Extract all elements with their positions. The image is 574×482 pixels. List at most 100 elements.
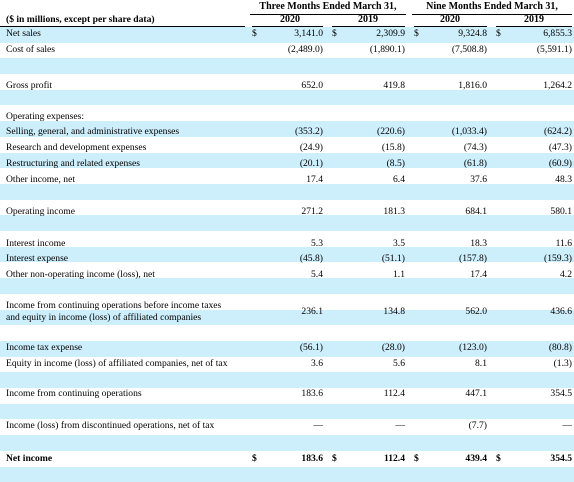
cell-value: (123.0) — [459, 342, 487, 353]
cell-value: (220.6) — [377, 126, 405, 137]
cell-value: 5.6 — [393, 358, 405, 369]
currency-sign: $ — [496, 28, 501, 39]
cell-value: (61.8) — [463, 158, 487, 169]
currency-sign: $ — [332, 28, 337, 39]
row-band — [0, 403, 574, 420]
cell-value: (74.3) — [463, 142, 487, 153]
cell-value: 447.1 — [465, 388, 487, 399]
cell-value: 112.4 — [383, 453, 405, 464]
cell-value: (8.5) — [386, 158, 405, 169]
cell-value: (51.1) — [381, 253, 405, 264]
cell-value: (2,489.0) — [287, 44, 323, 55]
cell-value: (1.3) — [553, 358, 572, 369]
row-band — [0, 184, 574, 200]
header-rule — [0, 26, 245, 27]
row-label: Income from continuing operations before… — [6, 300, 222, 323]
row-label: Gross profit — [6, 80, 53, 91]
row-label: Operating income — [6, 206, 75, 217]
cell-value: (15.8) — [381, 142, 405, 153]
row-band — [0, 152, 574, 169]
year-header: 2020 — [440, 14, 460, 25]
header-rule — [414, 26, 487, 27]
cell-value: 18.3 — [470, 238, 487, 249]
cell-value: 1.1 — [393, 269, 405, 280]
row-band — [0, 278, 574, 294]
currency-sign: $ — [252, 28, 257, 39]
cell-value: 436.6 — [550, 306, 572, 317]
cell-value: (157.8) — [459, 253, 487, 264]
cell-value: 183.6 — [301, 453, 323, 464]
cell-value: 580.1 — [550, 206, 572, 217]
cell-value: 271.2 — [301, 206, 323, 217]
cell-value: 37.6 — [470, 174, 487, 185]
cell-value: 6,855.3 — [543, 28, 572, 39]
row-band — [0, 121, 574, 137]
row-band — [0, 89, 574, 106]
row-label: Income tax expense — [6, 342, 83, 353]
cell-value: (56.1) — [299, 342, 323, 353]
currency-sign: $ — [414, 28, 419, 39]
row-label: Interest expense — [6, 253, 69, 264]
header-rule — [250, 14, 406, 15]
cell-value: 2,309.9 — [376, 28, 405, 39]
row-band — [0, 466, 574, 482]
cell-value: 236.1 — [301, 306, 323, 317]
cell-value: 684.1 — [465, 206, 487, 217]
cell-value: (47.3) — [548, 142, 572, 153]
row-band — [0, 27, 574, 43]
row-band — [0, 215, 574, 232]
cell-value: (80.8) — [548, 342, 572, 353]
cell-value: 1,264.2 — [543, 80, 572, 91]
row-label: Net sales — [6, 28, 41, 39]
cell-value: (28.0) — [381, 342, 405, 353]
cell-value: 8.1 — [475, 358, 487, 369]
cell-value: — — [313, 420, 323, 431]
cell-value: (1,890.1) — [369, 44, 405, 55]
cell-value: (7,508.8) — [451, 44, 487, 55]
cell-value: 562.0 — [465, 306, 487, 317]
cell-value: 5.3 — [311, 238, 323, 249]
row-band — [0, 435, 574, 451]
group-header: Nine Months Ended March 31, — [426, 1, 558, 12]
row-label: Restructuring and related expenses — [6, 158, 140, 169]
row-label: Income (loss) from discontinued operatio… — [6, 420, 215, 431]
row-band — [0, 372, 574, 389]
cell-value: (7.7) — [468, 420, 487, 431]
year-header: 2019 — [358, 14, 378, 25]
row-label: Net income — [6, 453, 53, 464]
cell-value: (5,591.1) — [536, 44, 572, 55]
currency-sign: $ — [332, 453, 337, 464]
cell-value: — — [395, 420, 405, 431]
cell-value: 5.4 — [311, 269, 323, 280]
cell-value: (60.9) — [548, 158, 572, 169]
cell-value: 181.3 — [383, 206, 405, 217]
cell-value: 419.8 — [383, 80, 405, 91]
row-band — [0, 341, 574, 357]
row-label: Equity in income (loss) of affiliated co… — [6, 358, 228, 369]
cell-value: (159.3) — [544, 253, 572, 264]
cell-value: 11.6 — [555, 238, 572, 249]
cell-value: 48.3 — [555, 174, 572, 185]
row-band — [0, 309, 574, 326]
header-rule — [496, 26, 572, 27]
cell-value: 3.5 — [393, 238, 405, 249]
cell-value: 17.4 — [470, 269, 487, 280]
row-label: Other non-operating income (loss), net — [6, 269, 155, 280]
row-band — [0, 58, 574, 75]
cell-value: 439.4 — [465, 453, 487, 464]
row-label: Other income, net — [6, 174, 75, 185]
cell-value: 3,141.0 — [294, 28, 323, 39]
table-caption: ($ in millions, except per share data) — [6, 14, 155, 25]
row-label: Research and development expenses — [6, 142, 147, 153]
cell-value: 4.2 — [560, 269, 572, 280]
cell-value: (20.1) — [299, 158, 323, 169]
cell-value: 9,324.8 — [458, 28, 487, 39]
cell-value: 652.0 — [301, 80, 323, 91]
header-rule — [412, 14, 572, 15]
row-label: Income from continuing operations — [6, 388, 142, 399]
header-rule — [252, 26, 323, 27]
cell-value: 134.8 — [383, 306, 405, 317]
row-label: Interest income — [6, 238, 66, 249]
cell-value: 183.6 — [301, 388, 323, 399]
